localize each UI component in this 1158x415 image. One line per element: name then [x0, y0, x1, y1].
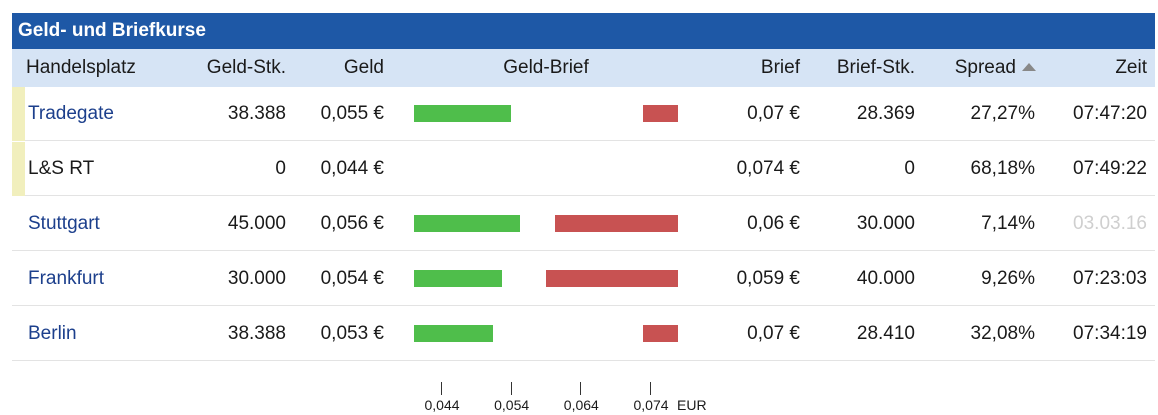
- quote-time: 07:23:03: [1073, 268, 1147, 289]
- bid-bar: [414, 215, 520, 232]
- scale-tick: [441, 382, 442, 395]
- scale-tick-label: 0,064: [563, 397, 599, 413]
- column-header-geld-brief[interactable]: Geld-Brief: [503, 57, 589, 78]
- bid-quantity: 0: [275, 158, 286, 179]
- ask-price: 0,059 €: [736, 268, 800, 289]
- bid-bar: [414, 270, 502, 287]
- scale-tick-label: 0,054: [494, 397, 530, 413]
- bid-price: 0,056 €: [320, 213, 384, 234]
- ask-price: 0,06 €: [747, 213, 800, 234]
- spread-value: 7,14%: [981, 213, 1035, 234]
- ask-bar: [554, 215, 678, 232]
- price-scale: 0,044 0,054 0,064 0,074 EUR: [0, 378, 1158, 415]
- table-row[interactable]: Frankfurt 30.000 0,054 € 0,059 € 40.000 9,26%…: [12, 252, 1155, 306]
- ask-quantity: 30.000: [856, 213, 915, 234]
- table-row[interactable]: Berlin 38.388 0,053 € 0,07 € 28.410 32,08% 07:…: [12, 307, 1155, 361]
- quote-time: 03.03.16: [1073, 213, 1147, 234]
- exchange-link[interactable]: Berlin: [28, 323, 77, 344]
- bid-price: 0,044 €: [320, 158, 384, 179]
- bid-bar: [414, 325, 494, 342]
- bid-price: 0,053 €: [320, 323, 384, 344]
- spread-value: 32,08%: [970, 323, 1035, 344]
- bid-quantity: 30.000: [227, 268, 286, 289]
- column-header-brief[interactable]: Brief: [760, 57, 800, 78]
- bid-quantity: 45.000: [227, 213, 286, 234]
- widget-title: Geld- und Briefkurse: [12, 13, 1155, 49]
- ask-quantity: 40.000: [856, 268, 915, 289]
- column-header-handelsplatz[interactable]: Handelsplatz: [26, 57, 136, 78]
- ask-bar: [642, 105, 678, 122]
- exchange-link[interactable]: Tradegate: [28, 103, 114, 124]
- spread-value: 9,26%: [981, 268, 1035, 289]
- column-header-spread-label: Spread: [954, 57, 1016, 78]
- exchange-name: L&S RT: [28, 158, 95, 179]
- table-row[interactable]: Stuttgart 45.000 0,056 € 0,06 € 30.000 7,14% 0…: [12, 197, 1155, 251]
- ask-bar: [642, 325, 678, 342]
- column-header-row: Handelsplatz Geld-Stk. Geld Geld-Brief B…: [12, 49, 1155, 87]
- table-row[interactable]: Tradegate 38.388 0,055 € 0,07 € 28.369 27,27%…: [12, 87, 1155, 141]
- scale-tick: [580, 382, 582, 395]
- bid-price: 0,055 €: [320, 103, 384, 124]
- column-header-spread[interactable]: Spread: [932, 49, 1036, 87]
- ask-quantity: 28.410: [856, 323, 915, 344]
- spread-value: 68,18%: [970, 158, 1035, 179]
- table-row[interactable]: L&S RT 0 0,044 € 0,074 € 0 68,18% 07:49:22: [12, 142, 1155, 196]
- bid-quantity: 38.388: [227, 323, 286, 344]
- ask-bar: [546, 270, 678, 287]
- spread-value: 27,27%: [970, 103, 1035, 124]
- quote-time: 07:34:19: [1073, 323, 1147, 344]
- quote-time: 07:47:20: [1073, 103, 1147, 124]
- bid-quantity: 38.388: [227, 103, 286, 124]
- scale-unit-label: EUR: [677, 397, 707, 413]
- column-header-brief-stk[interactable]: Brief-Stk.: [836, 57, 915, 78]
- ask-price: 0,07 €: [747, 323, 800, 344]
- ask-price: 0,074 €: [736, 158, 800, 179]
- bid-price: 0,054 €: [320, 268, 384, 289]
- column-header-geld-stk[interactable]: Geld-Stk.: [206, 57, 286, 78]
- scale-tick: [650, 382, 651, 395]
- scale-tick-label: 0,044: [424, 397, 460, 413]
- ask-price: 0,07 €: [747, 103, 800, 124]
- ask-quantity: 0: [904, 158, 915, 179]
- row-highlight-marker: [12, 87, 25, 141]
- ask-quantity: 28.369: [856, 103, 915, 124]
- row-highlight-marker: [12, 142, 25, 196]
- scale-tick-label: 0,074: [633, 397, 669, 413]
- sort-up-icon[interactable]: [1022, 63, 1036, 71]
- exchange-link[interactable]: Frankfurt: [28, 268, 105, 289]
- column-header-zeit[interactable]: Zeit: [1115, 57, 1147, 78]
- bid-bar: [414, 105, 511, 122]
- quote-time: 07:49:22: [1073, 158, 1147, 179]
- exchange-link[interactable]: Stuttgart: [28, 213, 100, 234]
- column-header-geld[interactable]: Geld: [343, 57, 384, 78]
- scale-tick: [510, 382, 512, 395]
